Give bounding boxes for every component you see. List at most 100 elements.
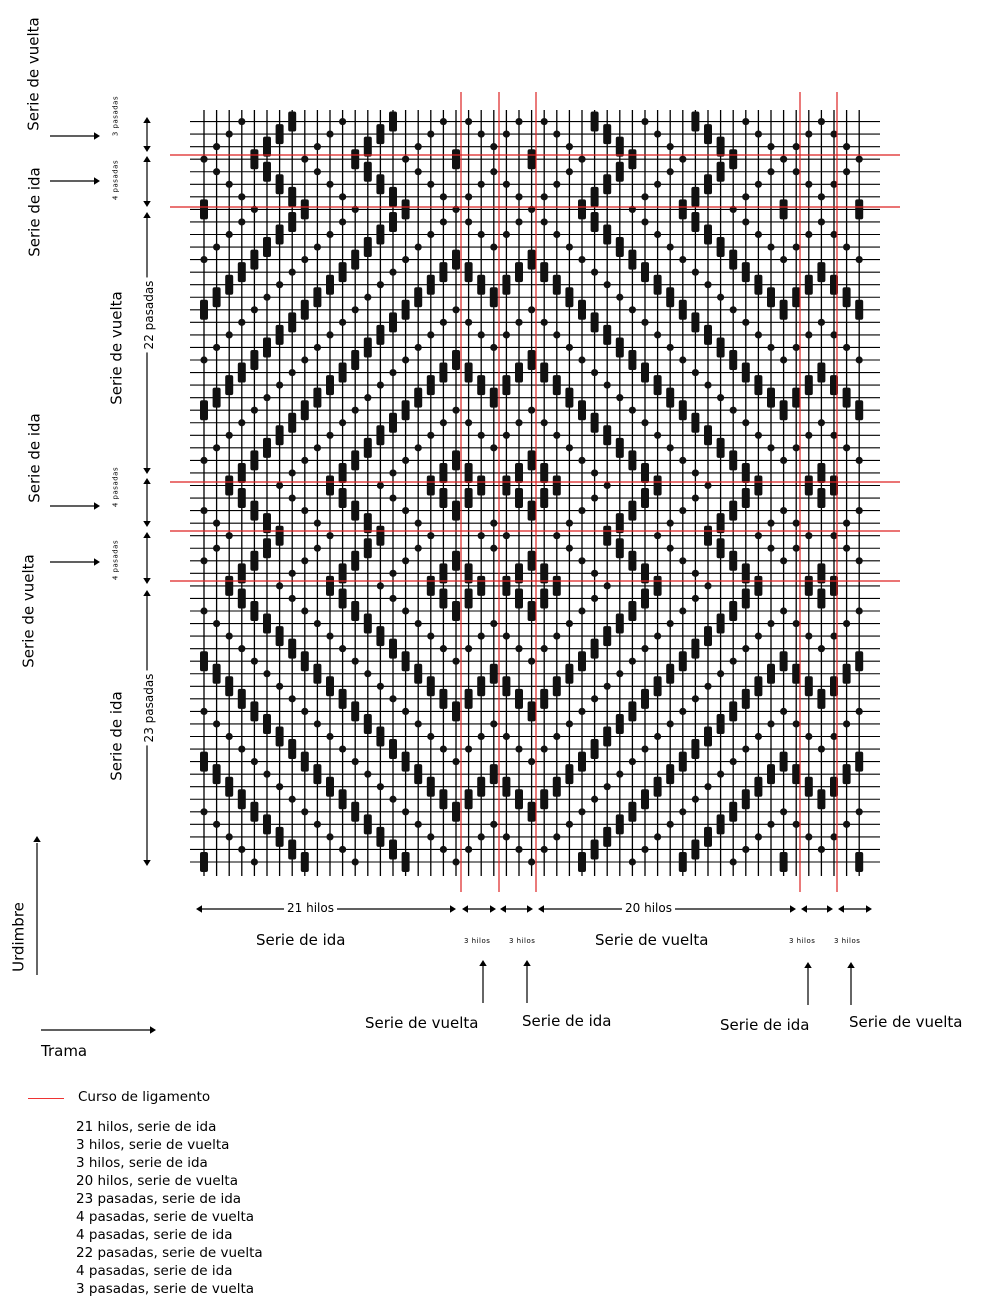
float-mark (515, 262, 523, 283)
float-mark (376, 826, 385, 847)
rows-dimension-head (143, 590, 151, 596)
binding-point (565, 820, 574, 828)
binding-point (213, 444, 221, 452)
binding-point (389, 469, 397, 477)
binding-point (641, 845, 649, 854)
legend-item: 4 pasadas, serie de vuelta (76, 1209, 255, 1225)
binding-point (427, 532, 435, 540)
binding-point (679, 507, 687, 515)
float-mark (615, 713, 624, 734)
float-mark (275, 626, 284, 647)
rows-dimension-head (143, 578, 151, 584)
binding-point (490, 243, 498, 251)
weft-axis-head (150, 1026, 156, 1034)
binding-point (855, 356, 863, 364)
binding-point (339, 845, 347, 854)
binding-point (213, 519, 221, 527)
float-mark (716, 337, 725, 358)
binding-point (553, 532, 561, 540)
binding-point (792, 343, 800, 352)
binding-point (465, 117, 473, 126)
binding-point (817, 193, 826, 201)
binding-point (402, 507, 410, 515)
binding-point (502, 130, 510, 138)
float-mark (842, 387, 851, 408)
binding-point (301, 557, 309, 565)
binding-point (515, 745, 523, 753)
float-mark (716, 136, 725, 157)
rows-dimension-head (143, 468, 151, 474)
float-mark (704, 626, 712, 647)
float-mark (389, 111, 397, 132)
binding-point (225, 833, 233, 841)
binding-point (591, 494, 599, 502)
float-mark (363, 136, 372, 157)
binding-point (326, 180, 334, 188)
binding-point (679, 607, 687, 615)
float-mark (527, 249, 536, 270)
binding-point (515, 845, 523, 854)
binding-point (679, 356, 687, 364)
binding-point (502, 732, 510, 741)
binding-point (238, 419, 246, 427)
float-mark (552, 475, 561, 496)
binding-point (402, 356, 410, 364)
binding-point (591, 469, 599, 477)
float-mark (477, 776, 486, 797)
float-mark (237, 488, 246, 509)
float-mark (263, 161, 271, 182)
binding-point (717, 670, 725, 678)
float-mark (704, 826, 712, 847)
float-mark (540, 488, 549, 509)
float-mark (338, 588, 347, 609)
float-mark (716, 613, 725, 634)
float-mark (603, 626, 612, 647)
binding-point (301, 155, 309, 163)
binding-point (767, 143, 775, 151)
cols-21-count: 21 hilos (284, 902, 337, 914)
binding-point (414, 168, 422, 176)
float-mark (351, 249, 360, 270)
axis-weft-label: Trama (41, 1042, 88, 1060)
float-mark (842, 663, 851, 684)
float-mark (338, 488, 347, 509)
float-mark (439, 488, 448, 509)
float-mark (779, 400, 788, 421)
float-mark (729, 801, 738, 822)
axis-warp-label: Urdimbre (9, 902, 28, 972)
binding-point (830, 833, 838, 841)
callout-arrow-head (804, 962, 812, 968)
float-mark (452, 450, 460, 471)
float-mark (754, 575, 763, 596)
binding-point (200, 155, 208, 163)
float-mark (326, 375, 334, 396)
float-mark (288, 839, 297, 860)
float-mark (502, 676, 511, 697)
float-mark (729, 701, 738, 722)
binding-point (817, 745, 826, 753)
binding-point (817, 117, 826, 126)
binding-point (654, 833, 662, 841)
float-mark (666, 663, 675, 684)
binding-point (313, 544, 321, 552)
binding-point (200, 707, 208, 716)
binding-point (313, 444, 321, 452)
float-mark (426, 375, 435, 396)
binding-point (754, 632, 763, 640)
float-mark (515, 688, 523, 709)
callout-arrow-head (479, 960, 487, 966)
rows-22-count: 22 pasadas (142, 277, 156, 353)
float-mark (212, 387, 221, 408)
float-mark (376, 525, 385, 546)
binding-point (679, 456, 687, 464)
binding-point (616, 394, 624, 402)
binding-point (742, 318, 750, 326)
binding-point (213, 720, 221, 728)
binding-point (855, 507, 863, 515)
float-mark (426, 575, 435, 596)
binding-point (225, 632, 233, 640)
float-mark (464, 563, 473, 584)
float-mark (275, 525, 284, 546)
rows-dimension-head (143, 146, 151, 152)
binding-point (351, 758, 359, 766)
